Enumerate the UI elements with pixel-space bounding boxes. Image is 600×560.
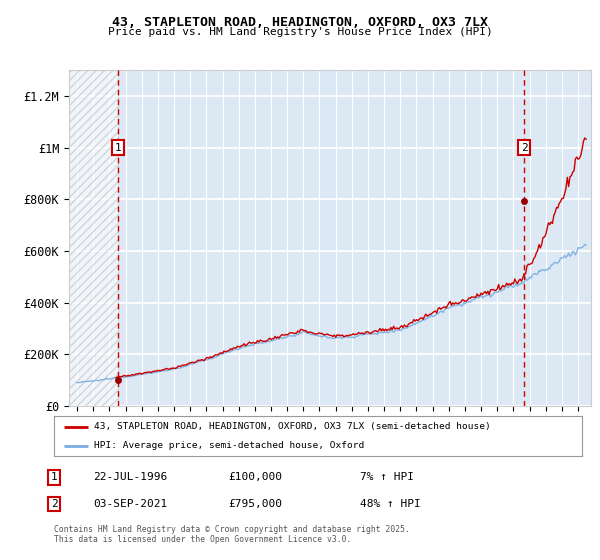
Text: 03-SEP-2021: 03-SEP-2021 — [93, 499, 167, 509]
Text: £795,000: £795,000 — [228, 499, 282, 509]
Text: 7% ↑ HPI: 7% ↑ HPI — [360, 472, 414, 482]
Text: 48% ↑ HPI: 48% ↑ HPI — [360, 499, 421, 509]
Text: Price paid vs. HM Land Registry's House Price Index (HPI): Price paid vs. HM Land Registry's House … — [107, 27, 493, 37]
Text: 2: 2 — [50, 499, 58, 509]
Text: 43, STAPLETON ROAD, HEADINGTON, OXFORD, OX3 7LX (semi-detached house): 43, STAPLETON ROAD, HEADINGTON, OXFORD, … — [94, 422, 490, 431]
Bar — [69, 70, 118, 406]
Text: 1: 1 — [115, 143, 122, 152]
Text: Contains HM Land Registry data © Crown copyright and database right 2025.
This d: Contains HM Land Registry data © Crown c… — [54, 525, 410, 544]
Text: HPI: Average price, semi-detached house, Oxford: HPI: Average price, semi-detached house,… — [94, 441, 364, 450]
Text: £100,000: £100,000 — [228, 472, 282, 482]
Text: 1: 1 — [50, 472, 58, 482]
Text: 22-JUL-1996: 22-JUL-1996 — [93, 472, 167, 482]
Text: 43, STAPLETON ROAD, HEADINGTON, OXFORD, OX3 7LX: 43, STAPLETON ROAD, HEADINGTON, OXFORD, … — [112, 16, 488, 29]
Text: 2: 2 — [521, 143, 527, 152]
